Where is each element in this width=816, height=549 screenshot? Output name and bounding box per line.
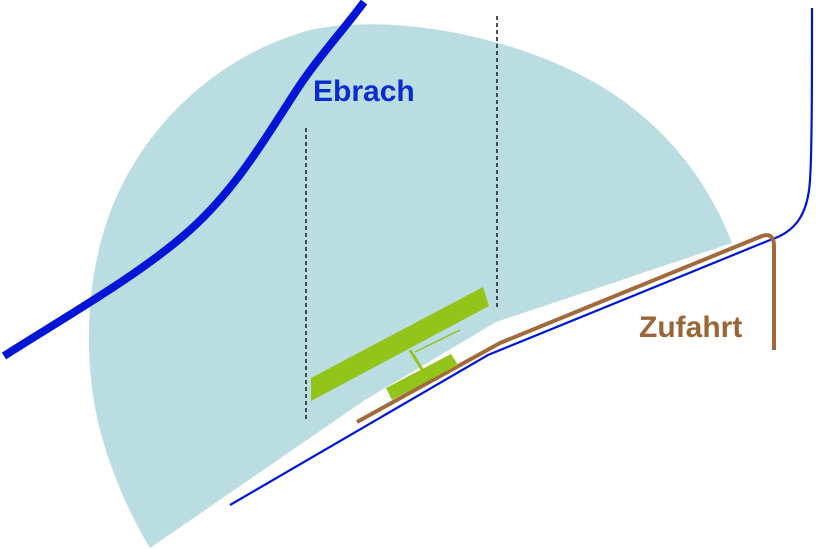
access-road-label: Zufahrt	[639, 311, 742, 344]
structure	[311, 287, 489, 401]
access-road-line	[356, 233, 776, 424]
river-line	[1, 0, 368, 360]
structure-stem	[408, 349, 425, 372]
structure-base	[386, 354, 458, 400]
river-label: Ebrach	[313, 75, 415, 108]
structure-arm	[414, 329, 461, 353]
roadside-line	[229, 238, 771, 506]
channel-line	[769, 7, 814, 242]
structure-beam	[311, 287, 489, 401]
